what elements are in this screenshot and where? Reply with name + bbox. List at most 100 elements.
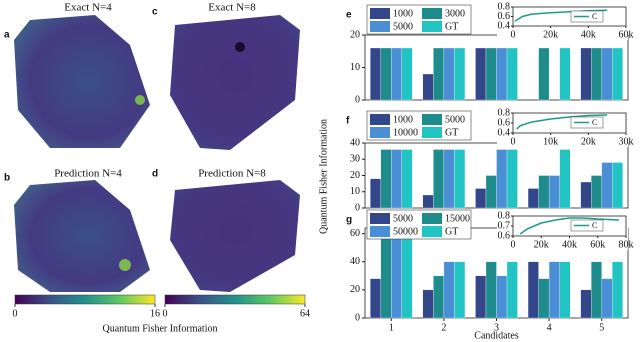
legend-label: 15000: [445, 213, 470, 224]
heatmap-a: [14, 15, 150, 148]
x-tick-label: 60k: [590, 239, 605, 250]
legend-swatch: [422, 213, 442, 224]
y-tick-label: 0: [355, 312, 360, 323]
bar: [580, 289, 592, 319]
bar: [559, 149, 571, 209]
legend-label: GT: [445, 226, 458, 237]
hot-spot: [135, 95, 145, 105]
x-tick-label: 80k: [619, 239, 634, 250]
panel-label: f: [346, 116, 350, 127]
y-tick-label: 10: [350, 62, 360, 73]
bar: [380, 47, 392, 101]
x-tick-label: 3: [494, 322, 499, 333]
bar: [401, 47, 413, 101]
bar: [391, 149, 402, 209]
legend-swatch: [370, 127, 390, 138]
inset-background: [497, 109, 628, 147]
bar: [601, 162, 613, 209]
colorbar: [14, 294, 156, 305]
legend-swatch: [370, 8, 390, 19]
bar: [433, 149, 445, 209]
bar: [548, 175, 560, 209]
x-tick-label: 40k: [562, 239, 577, 250]
line: [516, 114, 608, 130]
legend-label: 5000: [393, 21, 413, 32]
bar: [391, 47, 402, 101]
y-tick-label: 0.6: [498, 117, 511, 128]
bar: [370, 278, 381, 319]
y-tick-label: 0.4: [498, 20, 511, 31]
bar: [496, 149, 508, 209]
y-tick-label: 0.8: [498, 107, 511, 118]
y-tick-label: 0: [355, 202, 360, 213]
x-tick-label: 0: [511, 239, 516, 250]
legend-label: 5000: [445, 114, 465, 125]
bar: [601, 278, 613, 319]
bar: [506, 149, 518, 209]
y-tick-label: 20: [350, 170, 360, 181]
bar: [538, 175, 550, 209]
bar: [443, 261, 455, 319]
heatmap-title: Prediction N=8: [198, 168, 266, 180]
bar: [591, 175, 602, 209]
legend-label: 3000: [445, 8, 465, 19]
bar: [401, 149, 413, 209]
heatmap-d: [170, 180, 300, 292]
bar: [485, 175, 497, 209]
heatmap-title: Prediction N=4: [54, 168, 122, 180]
colorbar-tick-label: 16: [150, 308, 160, 319]
bar: [538, 47, 550, 101]
bar: [433, 47, 445, 101]
colorbar-label: Quantum Fisher Information: [103, 323, 218, 334]
bar: [601, 47, 613, 101]
legend-swatch: [422, 127, 442, 138]
bar: [559, 261, 571, 319]
legend-swatch: [422, 21, 442, 32]
heatmap-c: [170, 15, 300, 150]
line: [519, 217, 619, 235]
bar: [496, 47, 508, 101]
bar: [559, 47, 571, 101]
panel-label: e: [346, 10, 352, 21]
y-tick-label: 40: [350, 137, 360, 148]
bar: [612, 261, 623, 319]
bar: [391, 227, 402, 319]
inset-background: [497, 3, 628, 40]
legend-label: 5000: [393, 213, 413, 224]
x-tick-label: 0: [511, 29, 516, 40]
panel-label: d: [152, 169, 158, 180]
bar: [475, 188, 487, 209]
bar: [443, 47, 455, 101]
bar: [591, 47, 602, 101]
y-tick-label: 60: [350, 228, 360, 239]
bar: [548, 261, 560, 319]
bar: [433, 275, 445, 319]
bar: [527, 188, 539, 209]
x-tick-label: 1: [389, 322, 394, 333]
y-tick-label: 20: [350, 284, 360, 295]
heatmap-title: Exact N=4: [64, 2, 112, 14]
bar: [401, 227, 413, 319]
bar: [422, 194, 434, 209]
bar: [485, 261, 497, 319]
legend-swatch: [370, 114, 390, 125]
y-tick-label: 40: [350, 256, 360, 267]
legend-swatch: [422, 226, 442, 237]
legend-label: C: [592, 118, 597, 127]
bar: [506, 261, 518, 319]
x-tick-label: 10k: [543, 136, 558, 147]
bar: [527, 261, 539, 319]
hot-spot: [235, 42, 245, 52]
panel-label: g: [346, 215, 352, 226]
legend-swatch: [370, 226, 390, 237]
colorbar-tick-label: 0: [163, 308, 168, 319]
bar: [612, 47, 623, 101]
bar: [422, 73, 434, 101]
y-axis-label: Quantum Fisher Information: [318, 119, 329, 234]
colorbar-tick-label: 64: [300, 308, 310, 319]
bar: [475, 275, 487, 319]
x-tick-label: 20k: [534, 239, 549, 250]
bar: [370, 47, 381, 101]
y-tick-label: 0.8: [498, 210, 511, 221]
